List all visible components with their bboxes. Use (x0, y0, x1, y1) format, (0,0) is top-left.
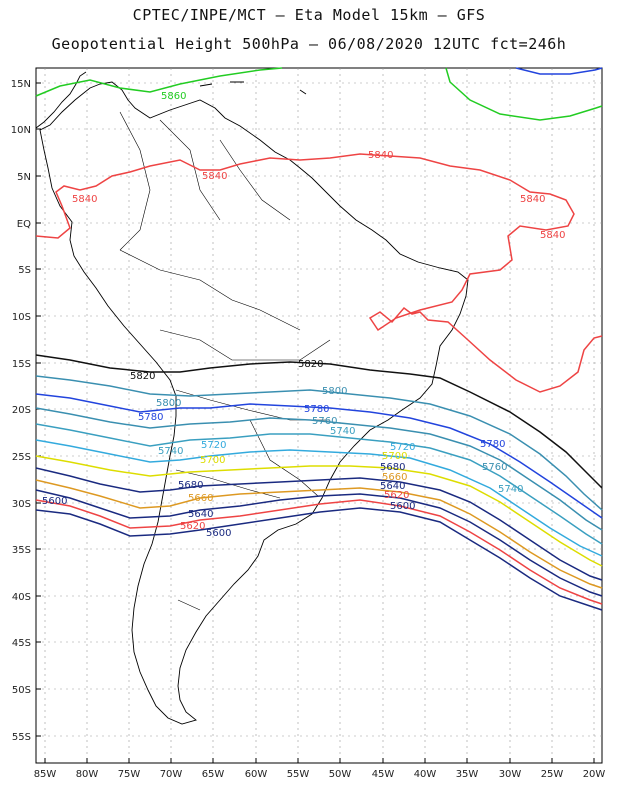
contour-label: 5760 (312, 416, 337, 427)
contour-label: 5600 (206, 528, 231, 539)
coastline (35, 71, 469, 725)
lon-label: 55W (287, 769, 310, 780)
axis-ticks (36, 82, 595, 763)
contour-label: 5740 (158, 446, 183, 457)
central-america-coast (35, 71, 87, 129)
lat-label: 50S (12, 685, 31, 696)
contour-5800 (35, 375, 603, 511)
contour-label: 5840 (72, 194, 97, 205)
contour-label: 5760 (482, 462, 507, 473)
contour-5720 (35, 439, 603, 557)
contour-label: 5660 (382, 472, 407, 483)
contour-5840 (35, 153, 603, 393)
lat-label: 55S (12, 732, 31, 743)
contour-5620 (35, 499, 603, 605)
contour-label: 5820 (130, 371, 155, 382)
contour-labels: 5860 5840 5840 5840 5840 5840 5820 5820 … (42, 91, 565, 539)
lon-label: 70W (160, 769, 183, 780)
contour-5820 (35, 354, 603, 489)
lat-label: 25S (12, 452, 31, 463)
contour-label: 5740 (498, 484, 523, 495)
map-frame (35, 67, 603, 764)
contour-label: 5780 (480, 439, 505, 450)
contour-5600 (35, 507, 603, 611)
longitude-labels: 85W 80W 75W 70W 65W 60W 55W 50W 45W 40W … (34, 769, 606, 780)
lon-label: 20W (583, 769, 606, 780)
lat-label: 35S (12, 545, 31, 556)
country-borders (119, 111, 331, 611)
contour-5700 (35, 455, 603, 567)
lon-label: 50W (329, 769, 352, 780)
contour-label: 5680 (178, 480, 203, 491)
contour-5880 (515, 67, 603, 75)
contour-label: 5860 (161, 91, 186, 102)
lon-label: 60W (245, 769, 268, 780)
map-title-line2: Geopotential Height 500hPa – 06/08/2020 … (51, 35, 567, 53)
lon-label: 65W (202, 769, 225, 780)
contour-5780 (35, 393, 603, 519)
contour-5740 (35, 423, 603, 545)
south-america-coast (39, 81, 469, 725)
contour-5860-west (35, 67, 283, 97)
contour-label: 5800 (322, 386, 347, 397)
contour-label: 5840 (202, 171, 227, 182)
lon-label: 85W (34, 769, 57, 780)
lat-label: 30S (12, 499, 31, 510)
lon-label: 45W (372, 769, 395, 780)
contour-5860-east (445, 67, 603, 121)
lat-label: 40S (12, 592, 31, 603)
lon-label: 40W (414, 769, 437, 780)
contour-label: 5720 (390, 442, 415, 453)
lon-label: 80W (76, 769, 99, 780)
lat-label: 15S (12, 359, 31, 370)
contour-label: 5600 (42, 496, 67, 507)
contour-5660 (35, 479, 603, 589)
contour-label: 5800 (156, 398, 181, 409)
contour-label: 5640 (188, 509, 213, 520)
lon-label: 30W (499, 769, 522, 780)
contour-label: 5740 (330, 426, 355, 437)
lat-label: 10S (12, 312, 31, 323)
lat-label: 15N (11, 79, 31, 90)
lat-label: 5N (17, 172, 31, 183)
contour-label: 5840 (520, 194, 545, 205)
height-contours (35, 67, 603, 611)
contour-label: 5700 (382, 451, 407, 462)
contour-label: 5720 (201, 440, 226, 451)
contour-label: 5680 (380, 462, 405, 473)
map-title-line1: CPTEC/INPE/MCT – Eta Model 15km – GFS (132, 6, 486, 24)
lat-label: 5S (18, 265, 31, 276)
lat-label: 20S (12, 405, 31, 416)
contour-label: 5640 (380, 481, 405, 492)
contour-label: 5620 (180, 521, 205, 532)
contour-label: 5600 (390, 501, 415, 512)
lat-label: 10N (11, 125, 31, 136)
lat-label: 45S (12, 638, 31, 649)
contour-label: 5620 (384, 490, 409, 501)
contour-label: 5840 (540, 230, 565, 241)
lon-label: 35W (456, 769, 479, 780)
lon-label: 25W (541, 769, 564, 780)
contour-5680 (35, 467, 603, 581)
latitude-labels: 15N 10N 5N EQ 5S 10S 15S 20S 25S 30S 35S… (11, 79, 31, 743)
contour-5760 (35, 407, 603, 531)
contour-label: 5820 (298, 359, 323, 370)
contour-5640 (35, 489, 603, 597)
contour-label: 5700 (200, 455, 225, 466)
contour-label: 5660 (188, 493, 213, 504)
contour-label: 5840 (368, 150, 393, 161)
contour-label: 5780 (304, 404, 329, 415)
lat-label: EQ (17, 219, 31, 230)
lon-label: 75W (118, 769, 141, 780)
caribbean-islands (199, 81, 307, 95)
contour-label: 5780 (138, 412, 163, 423)
